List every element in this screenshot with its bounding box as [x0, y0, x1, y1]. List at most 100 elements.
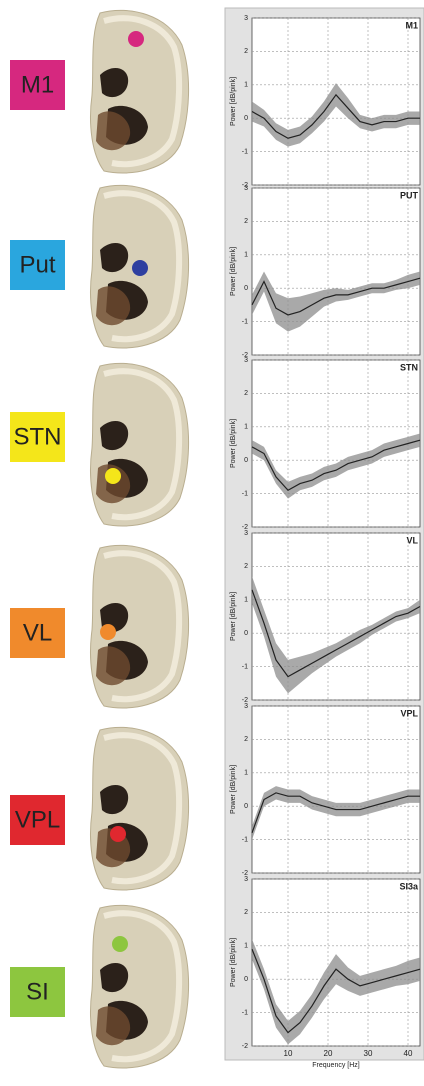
- chart-title: VPL: [400, 708, 418, 718]
- chart-title: PUT: [400, 190, 419, 200]
- y-tick-label: 2: [244, 48, 248, 55]
- y-tick-label: -1: [242, 663, 248, 670]
- x-axis-label: Frequency [Hz]: [312, 1062, 360, 1069]
- y-tick-label: 3: [244, 530, 248, 537]
- region-dot: [110, 826, 126, 842]
- y-tick-label: -2: [242, 870, 248, 877]
- y-axis-label: Power [dB/pink]: [230, 765, 237, 814]
- y-tick-label: 0: [244, 285, 248, 292]
- region-box: [10, 412, 65, 462]
- plot-area: [251, 187, 421, 356]
- chart: -2 -1 0 1 2 3 VPL Power [dB/pink]: [230, 703, 421, 877]
- slice-brown: [96, 111, 131, 151]
- y-tick-label: 1: [244, 82, 248, 89]
- region-dot: [112, 936, 128, 952]
- line: [251, 948, 421, 1034]
- brain-slice: [90, 362, 190, 527]
- y-tick-label: 1: [244, 770, 248, 777]
- error-band: [252, 271, 420, 332]
- y-tick-label: 0: [244, 976, 248, 983]
- region-label: Put: [19, 251, 55, 278]
- region-dot: [128, 31, 144, 47]
- slice-cortex: [103, 368, 183, 521]
- y-tick-label: -2: [242, 182, 248, 189]
- slice-brown: [96, 286, 131, 326]
- y-tick-label: -2: [242, 697, 248, 704]
- line: [251, 277, 421, 316]
- region-label: M1: [21, 71, 54, 98]
- line: [251, 93, 420, 139]
- y-axis-label: Power [dB/pink]: [230, 247, 237, 296]
- slice-cortex: [103, 732, 183, 885]
- error-band: [252, 786, 420, 840]
- y-tick-label: 3: [244, 876, 248, 883]
- x-tick-label: 20: [324, 1049, 333, 1058]
- brain-slice: [90, 904, 190, 1069]
- y-axis-label: Power [dB/pink]: [230, 77, 237, 126]
- y-tick-label: 1: [244, 597, 248, 604]
- error-band: [252, 83, 420, 147]
- y-tick-label: 2: [244, 390, 248, 397]
- y-tick-label: 2: [244, 218, 248, 225]
- error-band: [252, 576, 420, 694]
- region-label: VL: [23, 619, 52, 646]
- y-tick-label: 1: [244, 252, 248, 259]
- y-tick-label: 3: [244, 15, 248, 22]
- y-tick-label: -1: [242, 148, 248, 155]
- y-tick-label: -1: [242, 318, 248, 325]
- y-tick-label: 3: [244, 357, 248, 364]
- y-tick-label: 2: [244, 736, 248, 743]
- y-tick-label: 2: [244, 563, 248, 570]
- brain-slice: [90, 9, 190, 174]
- y-tick-label: 0: [244, 803, 248, 810]
- region-dot: [100, 624, 116, 640]
- chart: -2 -1 0 1 2 3 VL Power [dB/pink]: [230, 530, 421, 704]
- y-tick-label: -2: [242, 1043, 248, 1050]
- y-tick-label: 0: [244, 630, 248, 637]
- error-band: [252, 939, 420, 1045]
- region-box: [10, 967, 65, 1017]
- slice-brown: [96, 646, 131, 686]
- y-tick-label: -1: [242, 836, 248, 843]
- x-tick-label: 40: [404, 1049, 413, 1058]
- region-box: [10, 608, 65, 658]
- y-tick-label: 1: [244, 424, 248, 431]
- region-box: [10, 240, 65, 290]
- chart: -2 -1 0 1 2 3 M1 Power [dB/pink]: [230, 15, 421, 189]
- y-tick-label: -2: [242, 352, 248, 359]
- y-axis-label: Power [dB/pink]: [230, 419, 237, 468]
- slice-cortex: [103, 15, 183, 168]
- y-axis-label: Power [dB/pink]: [230, 938, 237, 987]
- brain-slice: [90, 726, 190, 891]
- y-tick-label: 3: [244, 185, 248, 192]
- slice-cortex: [103, 910, 183, 1063]
- brain-slice: [90, 544, 190, 709]
- region-box: [10, 795, 65, 845]
- y-tick-label: 0: [244, 115, 248, 122]
- region-dot: [105, 468, 121, 484]
- chart: -2 -1 0 1 2 3 10 20 30 40 SI3a Power [dB/pink] Frequ…: [230, 876, 421, 1069]
- y-tick-label: -1: [242, 490, 248, 497]
- region-label: SI: [26, 978, 49, 1005]
- region-label: STN: [14, 423, 62, 450]
- chart-title: VL: [406, 535, 418, 545]
- y-tick-label: -1: [242, 1009, 248, 1016]
- y-tick-label: 1: [244, 943, 248, 950]
- y-tick-label: -2: [242, 524, 248, 531]
- y-tick-label: 2: [244, 909, 248, 916]
- x-tick-label: 10: [284, 1049, 293, 1058]
- chart: -2 -1 0 1 2 3 STN Power [dB/pink]: [230, 357, 421, 531]
- chart-title: SI3a: [399, 881, 419, 891]
- line: [251, 439, 421, 492]
- line: [251, 589, 421, 678]
- error-band: [252, 433, 420, 499]
- chart-title: M1: [405, 20, 418, 30]
- brain-slice: [90, 184, 190, 349]
- slice-cortex: [103, 190, 183, 343]
- y-tick-label: 0: [244, 457, 248, 464]
- slice-cortex: [103, 550, 183, 703]
- chart: -2 -1 0 1 2 3 PUT Power [dB/pink]: [230, 185, 421, 359]
- chart-title: STN: [400, 362, 418, 372]
